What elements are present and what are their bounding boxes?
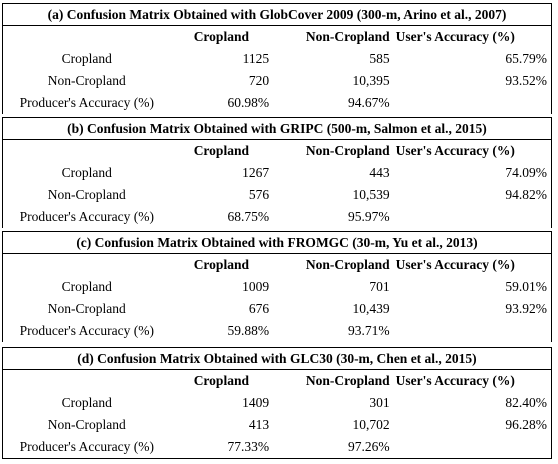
header-non-cropland: Non-Cropland bbox=[305, 257, 390, 272]
cell-users-accuracy: 65.79% bbox=[505, 51, 547, 66]
row-label: Producer's Accuracy (%) bbox=[19, 209, 154, 224]
header-cell-blank bbox=[3, 254, 171, 277]
cell-cropland: 1267 bbox=[242, 165, 270, 180]
cell-non-cropland: 95.97% bbox=[348, 209, 390, 224]
cell-cropland: 576 bbox=[248, 187, 270, 202]
table-row: Non-Cropland 720 10,395 93.52% bbox=[3, 70, 552, 92]
table-row: Cropland 1009 701 59.01% bbox=[3, 276, 552, 298]
header-cropland: Cropland bbox=[193, 29, 249, 44]
cell-non-cropland: 701 bbox=[369, 279, 390, 294]
table-title: (d) Confusion Matrix Obtained with GLC30… bbox=[2, 347, 552, 370]
row-label: Producer's Accuracy (%) bbox=[19, 95, 154, 110]
confusion-matrix-table-d: (d) Confusion Matrix Obtained with GLC30… bbox=[2, 347, 552, 459]
row-label: Producer's Accuracy (%) bbox=[19, 439, 154, 454]
cell-cropland: 68.75% bbox=[227, 209, 270, 224]
header-cell-blank bbox=[3, 370, 171, 393]
cell-non-cropland: 10,702 bbox=[352, 417, 390, 432]
table-title: (a) Confusion Matrix Obtained with GlobC… bbox=[2, 3, 552, 26]
cell-non-cropland: 97.26% bbox=[348, 439, 390, 454]
confusion-matrix-table-b: (b) Confusion Matrix Obtained with GRIPC… bbox=[2, 117, 552, 228]
cell-cropland: 60.98% bbox=[227, 95, 270, 110]
table-row: Cropland 1267 443 74.09% bbox=[3, 162, 552, 184]
header-users-accuracy: User's Accuracy (%) bbox=[395, 373, 515, 388]
header-users-accuracy: User's Accuracy (%) bbox=[395, 29, 515, 44]
cell-non-cropland: 443 bbox=[369, 165, 390, 180]
cell-cropland: 676 bbox=[248, 301, 270, 316]
cell-non-cropland: 301 bbox=[369, 395, 390, 410]
cell-users-accuracy: 74.09% bbox=[505, 165, 547, 180]
header-cropland: Cropland bbox=[193, 257, 249, 272]
cell-users-accuracy: 59.01% bbox=[505, 279, 547, 294]
cell-non-cropland: 10,439 bbox=[352, 301, 390, 316]
header-non-cropland: Non-Cropland bbox=[305, 373, 390, 388]
row-label: Cropland bbox=[61, 395, 112, 410]
cell-cropland: 1409 bbox=[242, 395, 270, 410]
table-title: (b) Confusion Matrix Obtained with GRIPC… bbox=[2, 117, 552, 140]
row-label: Non-Cropland bbox=[47, 73, 126, 88]
header-users-accuracy: User's Accuracy (%) bbox=[395, 257, 515, 272]
cell-cropland: 59.88% bbox=[227, 323, 270, 338]
row-label: Non-Cropland bbox=[47, 417, 126, 432]
header-cell-blank bbox=[3, 140, 171, 163]
table-row: Producer's Accuracy (%) 59.88% 93.71% bbox=[3, 320, 552, 342]
header-users-accuracy: User's Accuracy (%) bbox=[395, 143, 515, 158]
confusion-matrix-table-c: (c) Confusion Matrix Obtained with FROMG… bbox=[2, 231, 552, 342]
cell-users-accuracy: 96.28% bbox=[505, 417, 547, 432]
cell-users-accuracy: 94.82% bbox=[505, 187, 547, 202]
row-label: Non-Cropland bbox=[47, 187, 126, 202]
cell-non-cropland: 585 bbox=[369, 51, 390, 66]
cell-cropland: 413 bbox=[248, 417, 270, 432]
table-row: Producer's Accuracy (%) 77.33% 97.26% bbox=[3, 436, 552, 459]
cell-non-cropland: 94.67% bbox=[348, 95, 390, 110]
cell-users-accuracy: 93.52% bbox=[505, 73, 547, 88]
cell-cropland: 1125 bbox=[242, 51, 270, 66]
table-title: (c) Confusion Matrix Obtained with FROMG… bbox=[2, 231, 552, 254]
table-row: Cropland 1125 585 65.79% bbox=[3, 48, 552, 70]
row-label: Cropland bbox=[61, 279, 112, 294]
cell-users-accuracy bbox=[392, 92, 552, 114]
row-label: Producer's Accuracy (%) bbox=[19, 323, 154, 338]
table-row: Producer's Accuracy (%) 68.75% 95.97% bbox=[3, 206, 552, 228]
cell-non-cropland: 10,395 bbox=[352, 73, 390, 88]
cell-cropland: 720 bbox=[248, 73, 270, 88]
table-row: Non-Cropland 413 10,702 96.28% bbox=[3, 414, 552, 436]
table-row: Non-Cropland 676 10,439 93.92% bbox=[3, 298, 552, 320]
header-cropland: Cropland bbox=[193, 373, 249, 388]
cell-cropland: 1009 bbox=[242, 279, 270, 294]
table-row: Cropland 1409 301 82.40% bbox=[3, 392, 552, 414]
table-row: Producer's Accuracy (%) 60.98% 94.67% bbox=[3, 92, 552, 114]
header-non-cropland: Non-Cropland bbox=[305, 29, 390, 44]
cell-non-cropland: 93.71% bbox=[348, 323, 390, 338]
cell-users-accuracy bbox=[392, 436, 552, 459]
cell-cropland: 77.33% bbox=[227, 439, 270, 454]
cell-non-cropland: 10,539 bbox=[352, 187, 390, 202]
header-non-cropland: Non-Cropland bbox=[305, 143, 390, 158]
confusion-matrix-table-a: (a) Confusion Matrix Obtained with GlobC… bbox=[2, 3, 552, 114]
cell-users-accuracy bbox=[392, 206, 552, 228]
cell-users-accuracy: 93.92% bbox=[505, 301, 547, 316]
table-row: Non-Cropland 576 10,539 94.82% bbox=[3, 184, 552, 206]
row-label: Cropland bbox=[61, 51, 112, 66]
cell-users-accuracy: 82.40% bbox=[505, 395, 547, 410]
cell-users-accuracy bbox=[392, 320, 552, 342]
header-cell-blank bbox=[3, 26, 171, 49]
row-label: Cropland bbox=[61, 165, 112, 180]
row-label: Non-Cropland bbox=[47, 301, 126, 316]
header-cropland: Cropland bbox=[193, 143, 249, 158]
